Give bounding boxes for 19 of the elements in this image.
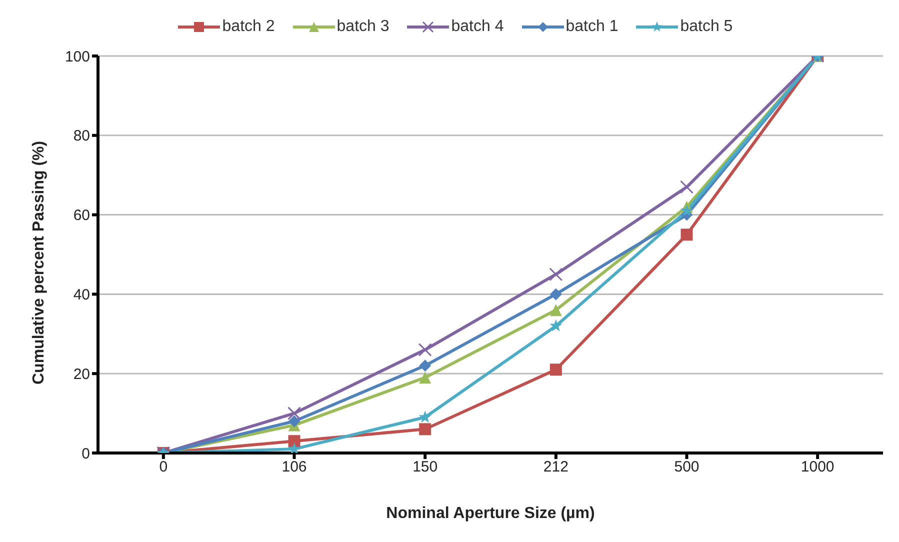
legend-label: batch 5 (679, 18, 733, 36)
x-tick-label: 106 (282, 458, 307, 476)
x-axis-title: Nominal Aperture Size (µm) (386, 505, 595, 522)
x-tick-label: 212 (543, 458, 568, 476)
y-tick-label: 20 (73, 366, 90, 383)
x-tick-label: 1000 (800, 458, 834, 476)
y-tick-label: 80 (73, 128, 90, 145)
legend-label: batch 4 (450, 18, 504, 36)
x-tick-label: 150 (412, 458, 438, 476)
legend-label: batch 3 (336, 18, 390, 36)
y-tick-label: 60 (73, 207, 90, 224)
y-axis-title: Cumulative percent Passing (%) (30, 140, 48, 384)
y-tick-label: 40 (73, 286, 90, 304)
x-tick-label: 0 (159, 458, 168, 476)
y-tick-label: 100 (64, 48, 90, 66)
legend-label: batch 2 (221, 18, 275, 36)
x-tick-label: 500 (674, 458, 700, 476)
legend-label: batch 1 (564, 18, 618, 36)
y-tick-label: 0 (82, 445, 90, 462)
